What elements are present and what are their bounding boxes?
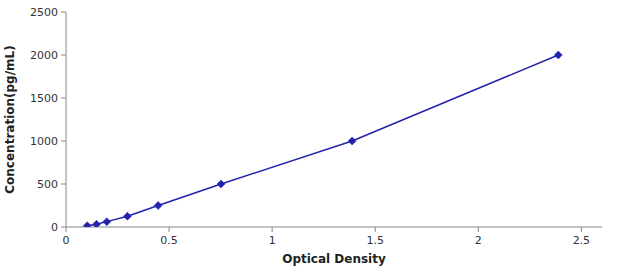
line	[87, 55, 558, 226]
point	[83, 222, 91, 227]
point	[554, 51, 562, 59]
y-axis-label: Concentration(pg/mL)	[3, 45, 17, 193]
y-tick	[61, 98, 66, 99]
x-tick-label: 1	[269, 234, 276, 247]
chart-svg: 0 0.5 1 1.5 2 2.5 0 500 1000 1500 2000 2500 Optical …	[0, 0, 618, 271]
point	[217, 180, 225, 188]
x-tick	[581, 227, 582, 232]
x-tick	[272, 227, 273, 232]
point	[154, 202, 162, 210]
chart-container: 0 0.5 1 1.5 2 2.5 0 500 1000 1500 2000 2500 Optical …	[0, 0, 618, 271]
y-tick-label: 2500	[30, 6, 58, 19]
x-tick	[375, 227, 376, 232]
x-tick	[478, 227, 479, 232]
y-tick-label: 500	[37, 178, 58, 191]
y-tick	[61, 184, 66, 185]
y-tick-label: 2000	[30, 49, 58, 62]
data-layer	[83, 51, 562, 227]
y-tick	[61, 227, 66, 228]
y-axis-line	[66, 12, 67, 227]
point	[348, 137, 356, 145]
x-tick-label: 2	[475, 234, 482, 247]
y-tick-label: 1000	[30, 135, 58, 148]
x-tick-label: 0	[63, 234, 70, 247]
y-tick-label: 0	[51, 221, 58, 234]
x-tick-label: 1.5	[366, 234, 384, 247]
x-axis-label: Optical Density	[282, 252, 386, 266]
x-tick	[66, 227, 67, 232]
x-tick-label: 0.5	[160, 234, 178, 247]
x-tick-label: 2.5	[573, 234, 591, 247]
x-axis-line	[66, 227, 602, 228]
x-tick	[169, 227, 170, 232]
y-tick	[61, 55, 66, 56]
point	[103, 218, 111, 226]
point	[93, 220, 101, 227]
y-tick-label: 1500	[30, 92, 58, 105]
y-tick	[61, 12, 66, 13]
point	[123, 212, 131, 220]
y-tick	[61, 141, 66, 142]
